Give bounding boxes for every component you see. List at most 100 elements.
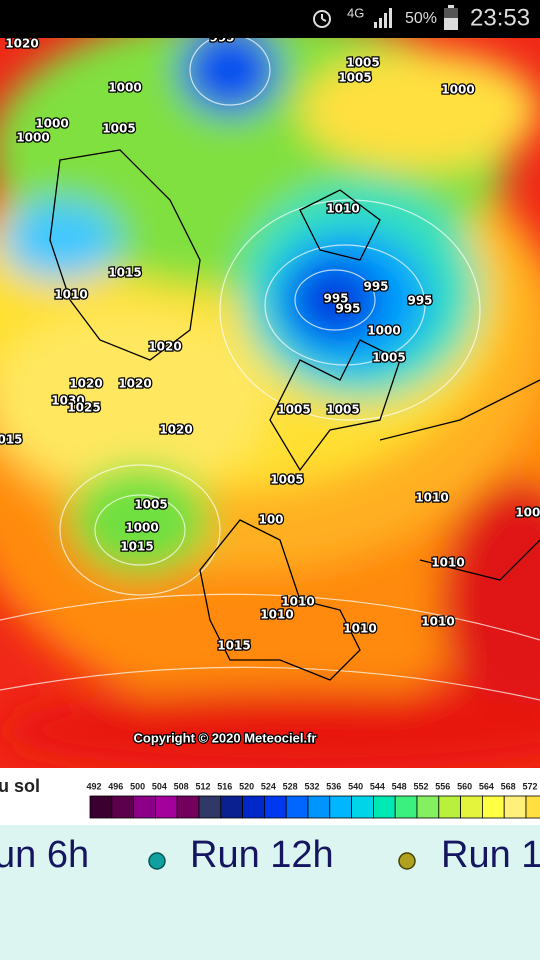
isobar-label: 1005 <box>372 351 405 365</box>
network-type: 4G <box>347 5 364 20</box>
legend-label: 544 <box>370 781 385 791</box>
isobar-label: 995 <box>323 292 348 306</box>
legend-label: 572 <box>522 781 537 791</box>
isobar-label: 1005 <box>326 403 359 417</box>
clock: 23:53 <box>470 4 530 31</box>
run-tab[interactable]: Run 12h <box>190 834 334 876</box>
legend-label: 560 <box>457 781 472 791</box>
legend-label: 524 <box>261 781 276 791</box>
isobar-label: 1015 <box>120 540 153 554</box>
legend-swatch <box>133 795 156 819</box>
legend-swatch <box>176 795 200 819</box>
legend-label: 540 <box>348 781 363 791</box>
isobar-label: 1005 <box>134 498 167 512</box>
legend-label: 552 <box>413 781 428 791</box>
isobar-label: 1010 <box>421 615 454 629</box>
legend-swatch <box>372 795 396 819</box>
alarm-icon <box>313 10 331 28</box>
legend-label: 516 <box>217 781 232 791</box>
isobar-label: 1005 <box>277 403 310 417</box>
legend-swatch <box>307 795 331 819</box>
legend-swatch <box>285 795 309 819</box>
run-tab[interactable]: Run 1 <box>441 834 540 876</box>
isobar-label: 1020 <box>148 340 181 354</box>
legend-swatch <box>503 795 527 819</box>
isobar-label: 995 <box>363 280 388 294</box>
run-dot <box>398 852 416 870</box>
legend-swatch <box>198 795 222 819</box>
legend-swatch <box>481 795 505 819</box>
isobar-label: 1015 <box>217 639 250 653</box>
isobar-label: 1005 <box>515 506 540 520</box>
isobar-label: 1000 <box>441 83 474 97</box>
isobar-label: 1000 <box>108 81 141 95</box>
isobar-label: 1010 <box>54 288 87 302</box>
isobar-label: 1005 <box>270 473 303 487</box>
isobar-label: 1020 <box>118 377 151 391</box>
legend-swatch <box>89 795 113 819</box>
legend-label: 520 <box>239 781 254 791</box>
run-tab[interactable]: un 6h <box>0 834 90 876</box>
isobar-label: 1000 <box>16 131 49 145</box>
isobar-label: 1020 <box>159 423 192 437</box>
legend-swatch <box>525 795 540 819</box>
legend-swatch <box>329 795 352 819</box>
legend-label: 492 <box>86 781 101 791</box>
isobar-label: 100 <box>258 513 283 527</box>
tab-area <box>0 825 540 960</box>
legend-label: 504 <box>152 781 167 791</box>
legend-label: 532 <box>304 781 319 791</box>
legend-label: 564 <box>479 781 494 791</box>
isobar-label: 1025 <box>67 401 100 415</box>
battery-icon <box>444 5 458 30</box>
isobars <box>0 38 540 701</box>
legend-swatch <box>438 795 461 819</box>
isobar-label: 995 <box>209 31 234 45</box>
isobar-label: 1005 <box>338 71 371 85</box>
legend-title: u sol <box>0 776 40 796</box>
copyright: Copyright © 2020 Meteociel.fr <box>134 730 317 745</box>
legend-label: 508 <box>174 781 189 791</box>
legend-label: 500 <box>130 781 145 791</box>
legend-label: 556 <box>435 781 450 791</box>
status-bar <box>0 0 540 38</box>
isobar-label: 1010 <box>260 608 293 622</box>
isobar-label: 1005 <box>346 56 379 70</box>
isobar-label: 1015 <box>108 266 141 280</box>
legend-label: 512 <box>195 781 210 791</box>
run-dot <box>148 852 166 870</box>
isobar-label: 1020 <box>5 37 38 51</box>
isobar-label: 1005 <box>102 122 135 136</box>
legend-swatch <box>416 795 440 819</box>
battery-percent: 50% <box>405 10 437 27</box>
legend-label: 568 <box>501 781 516 791</box>
isobar-label: 995 <box>335 302 360 316</box>
signal-icon <box>374 8 392 28</box>
legend-swatch <box>394 795 418 819</box>
legend-swatch <box>242 795 265 819</box>
isobar-label: 1010 <box>415 491 448 505</box>
legend-swatch <box>220 795 244 819</box>
legend-swatch <box>460 795 483 819</box>
isobar-label: 1000 <box>367 324 400 338</box>
legend-label: 496 <box>108 781 123 791</box>
isobar-label: 1000 <box>125 521 158 535</box>
legend-swatch <box>263 795 287 819</box>
weather-map: 1020995100010051005100010001000100510101… <box>0 31 540 768</box>
isobar-label: 1030 <box>51 394 84 408</box>
isobar-label: 1010 <box>326 202 359 216</box>
isobar-label: 995 <box>407 294 432 308</box>
isobar-label: 1020 <box>69 377 102 391</box>
isobar-label: 1000 <box>35 117 68 131</box>
isobar-label: 1010 <box>343 622 376 636</box>
isobar-label: 1010 <box>281 595 314 609</box>
legend-label: 536 <box>326 781 341 791</box>
legend-swatch <box>154 795 178 819</box>
legend-label: 528 <box>283 781 298 791</box>
legend-swatch <box>351 795 374 819</box>
legend-label: 548 <box>392 781 407 791</box>
isobar-label: 015 <box>0 433 23 447</box>
legend-swatch <box>111 795 135 819</box>
